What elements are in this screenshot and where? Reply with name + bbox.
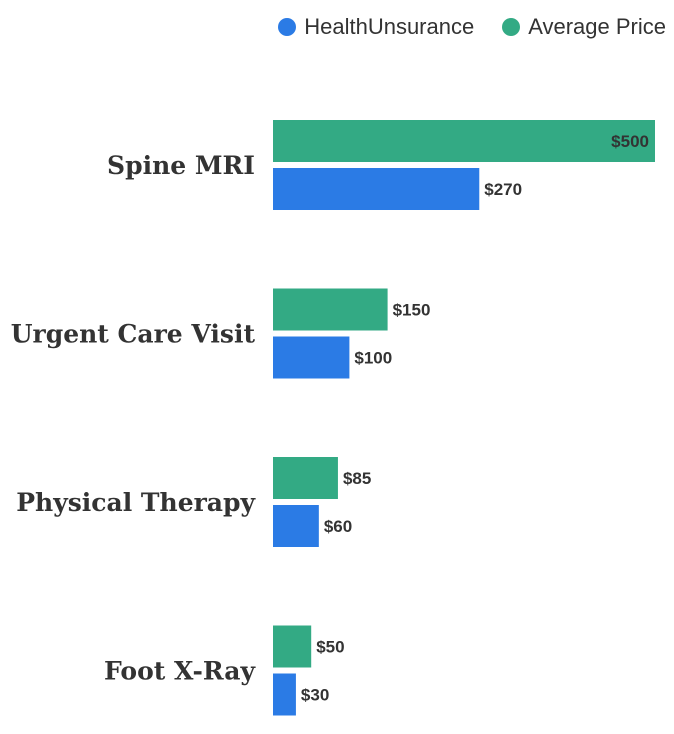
bar-healthunsurance-urgent-care-visit[interactable] (273, 336, 350, 379)
legend-item-average-price[interactable]: Average Price (502, 14, 666, 40)
chart-legend: HealthUnsurance Average Price (278, 14, 666, 40)
data-label-healthunsurance-urgent-care-visit: $100 (354, 349, 392, 368)
legend-marker-average-price (502, 18, 521, 36)
legend-item-healthunsurance[interactable]: HealthUnsurance (278, 14, 474, 40)
category-label-urgent-care-visit: Urgent Care Visit (11, 320, 256, 349)
bar-healthunsurance-spine-mri[interactable] (273, 168, 480, 210)
bar-average-price-spine-mri[interactable] (273, 120, 655, 162)
data-label-healthunsurance-physical-therapy: $60 (324, 517, 352, 536)
bar-healthunsurance-physical-therapy[interactable] (273, 505, 319, 547)
legend-marker-healthunsurance (278, 18, 297, 36)
data-label-average-price-foot-x-ray: $50 (316, 638, 344, 657)
data-label-average-price-physical-therapy: $85 (343, 469, 371, 488)
bar-average-price-foot-x-ray[interactable] (273, 625, 312, 668)
bar-healthunsurance-foot-x-ray[interactable] (273, 673, 296, 716)
legend-label-average-price: Average Price (528, 14, 666, 39)
category-label-spine-mri: Spine MRI (107, 151, 255, 180)
category-label-foot-x-ray: Foot X-Ray (104, 657, 256, 686)
data-label-average-price-urgent-care-visit: $150 (393, 301, 431, 320)
bar-average-price-urgent-care-visit[interactable] (273, 288, 388, 331)
data-label-average-price-spine-mri: $500 (611, 132, 649, 151)
data-label-healthunsurance-spine-mri: $270 (484, 180, 522, 199)
category-label-physical-therapy: Physical Therapy (16, 488, 256, 517)
legend-label-healthunsurance: HealthUnsurance (304, 14, 475, 39)
bar-average-price-physical-therapy[interactable] (273, 457, 338, 499)
data-label-healthunsurance-foot-x-ray: $30 (301, 686, 329, 705)
